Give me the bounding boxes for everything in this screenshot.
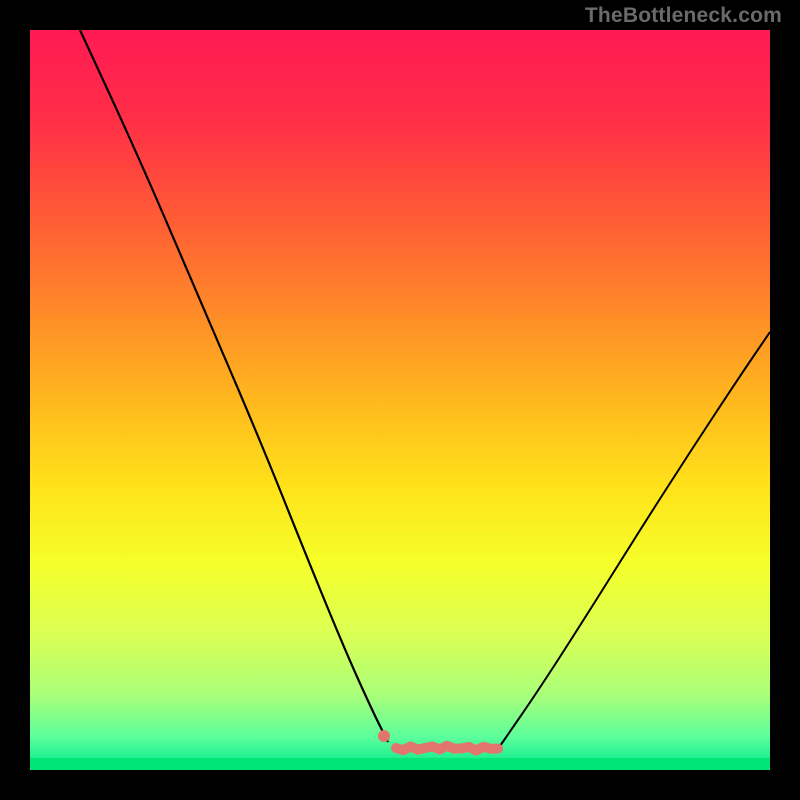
bottleneck-curve-chart <box>0 0 800 800</box>
plot-gradient-background <box>30 30 770 770</box>
plot-bottom-band <box>30 758 770 770</box>
chart-stage: TheBottleneck.com <box>0 0 800 800</box>
floor-segment <box>396 746 498 751</box>
floor-dot-marker <box>378 730 390 742</box>
watermark-text: TheBottleneck.com <box>585 4 782 28</box>
